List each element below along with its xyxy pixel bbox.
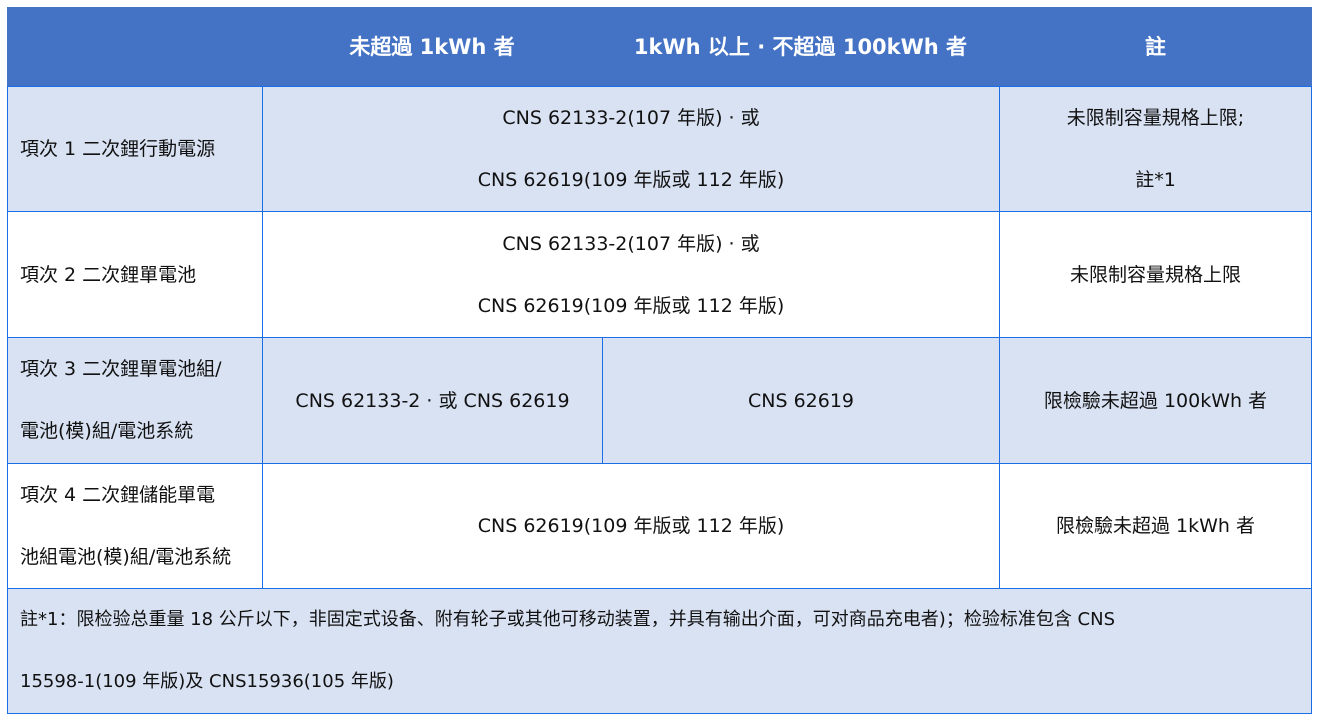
row4-item-line1: 項次 4 二次鋰儲能單電 [20, 484, 216, 506]
row3-standard-small: CNS 62133-2 · 或 CNS 62619 [262, 337, 603, 464]
row3-item: 項次 3 二次鋰單電池組/ 電池(模)組/電池系統 [7, 337, 263, 464]
row1-note-line2: 註*1 [1135, 169, 1176, 191]
row2-standard-line2: CNS 62619(109 年版或 112 年版) [477, 294, 785, 317]
row3-item-line1: 項次 3 二次鋰單電池組/ [20, 358, 222, 380]
row3-standard-large: CNS 62619 [602, 337, 1000, 464]
row2-item: 項次 2 二次鋰單電池 [7, 211, 263, 338]
row3-item-line2: 電池(模)組/電池系統 [20, 420, 194, 442]
header-col1 [7, 7, 262, 87]
footnote: 註*1：限检验总重量 18 公斤以下，非固定式设备、附有轮子或其他可移动装置，并… [7, 588, 1312, 714]
row2-note: 未限制容量規格上限 [999, 211, 1312, 338]
row1-standard-line2: CNS 62619(109 年版或 112 年版) [477, 169, 785, 191]
row2-standard: CNS 62133-2(107 年版) · 或 CNS 62619(109 年版… [262, 211, 1000, 338]
row4-item-line2: 池組電池(模)組/電池系統 [20, 546, 232, 568]
row1-standard-line1: CNS 62133-2(107 年版) · 或 [502, 107, 760, 129]
header-col2: 未超過 1kWh 者 [262, 7, 602, 87]
row1-item: 項次 1 二次鋰行動電源 [7, 86, 263, 212]
row4-standard: CNS 62619(109 年版或 112 年版) [262, 463, 1000, 589]
row1-note-line1: 未限制容量規格上限; [1066, 107, 1245, 129]
row2-standard-line1: CNS 62133-2(107 年版) · 或 [502, 232, 760, 255]
row4-note: 限檢驗未超過 1kWh 者 [999, 463, 1312, 589]
row1-standard: CNS 62133-2(107 年版) · 或 CNS 62619(109 年版… [262, 86, 1000, 212]
row3-note: 限檢驗未超過 100kWh 者 [999, 337, 1312, 464]
footnote-line1: 註*1：限检验总重量 18 公斤以下，非固定式设备、附有轮子或其他可移动装置，并… [20, 609, 1115, 630]
footnote-line2: 15598-1(109 年版)及 CNS15936(105 年版) [20, 671, 394, 692]
row4-item: 項次 4 二次鋰儲能單電 池組電池(模)組/電池系統 [7, 463, 263, 589]
header-col4: 註 [999, 7, 1312, 87]
row1-note: 未限制容量規格上限; 註*1 [999, 86, 1312, 212]
header-col3: 1kWh 以上 · 不超過 100kWh 者 [602, 7, 999, 87]
